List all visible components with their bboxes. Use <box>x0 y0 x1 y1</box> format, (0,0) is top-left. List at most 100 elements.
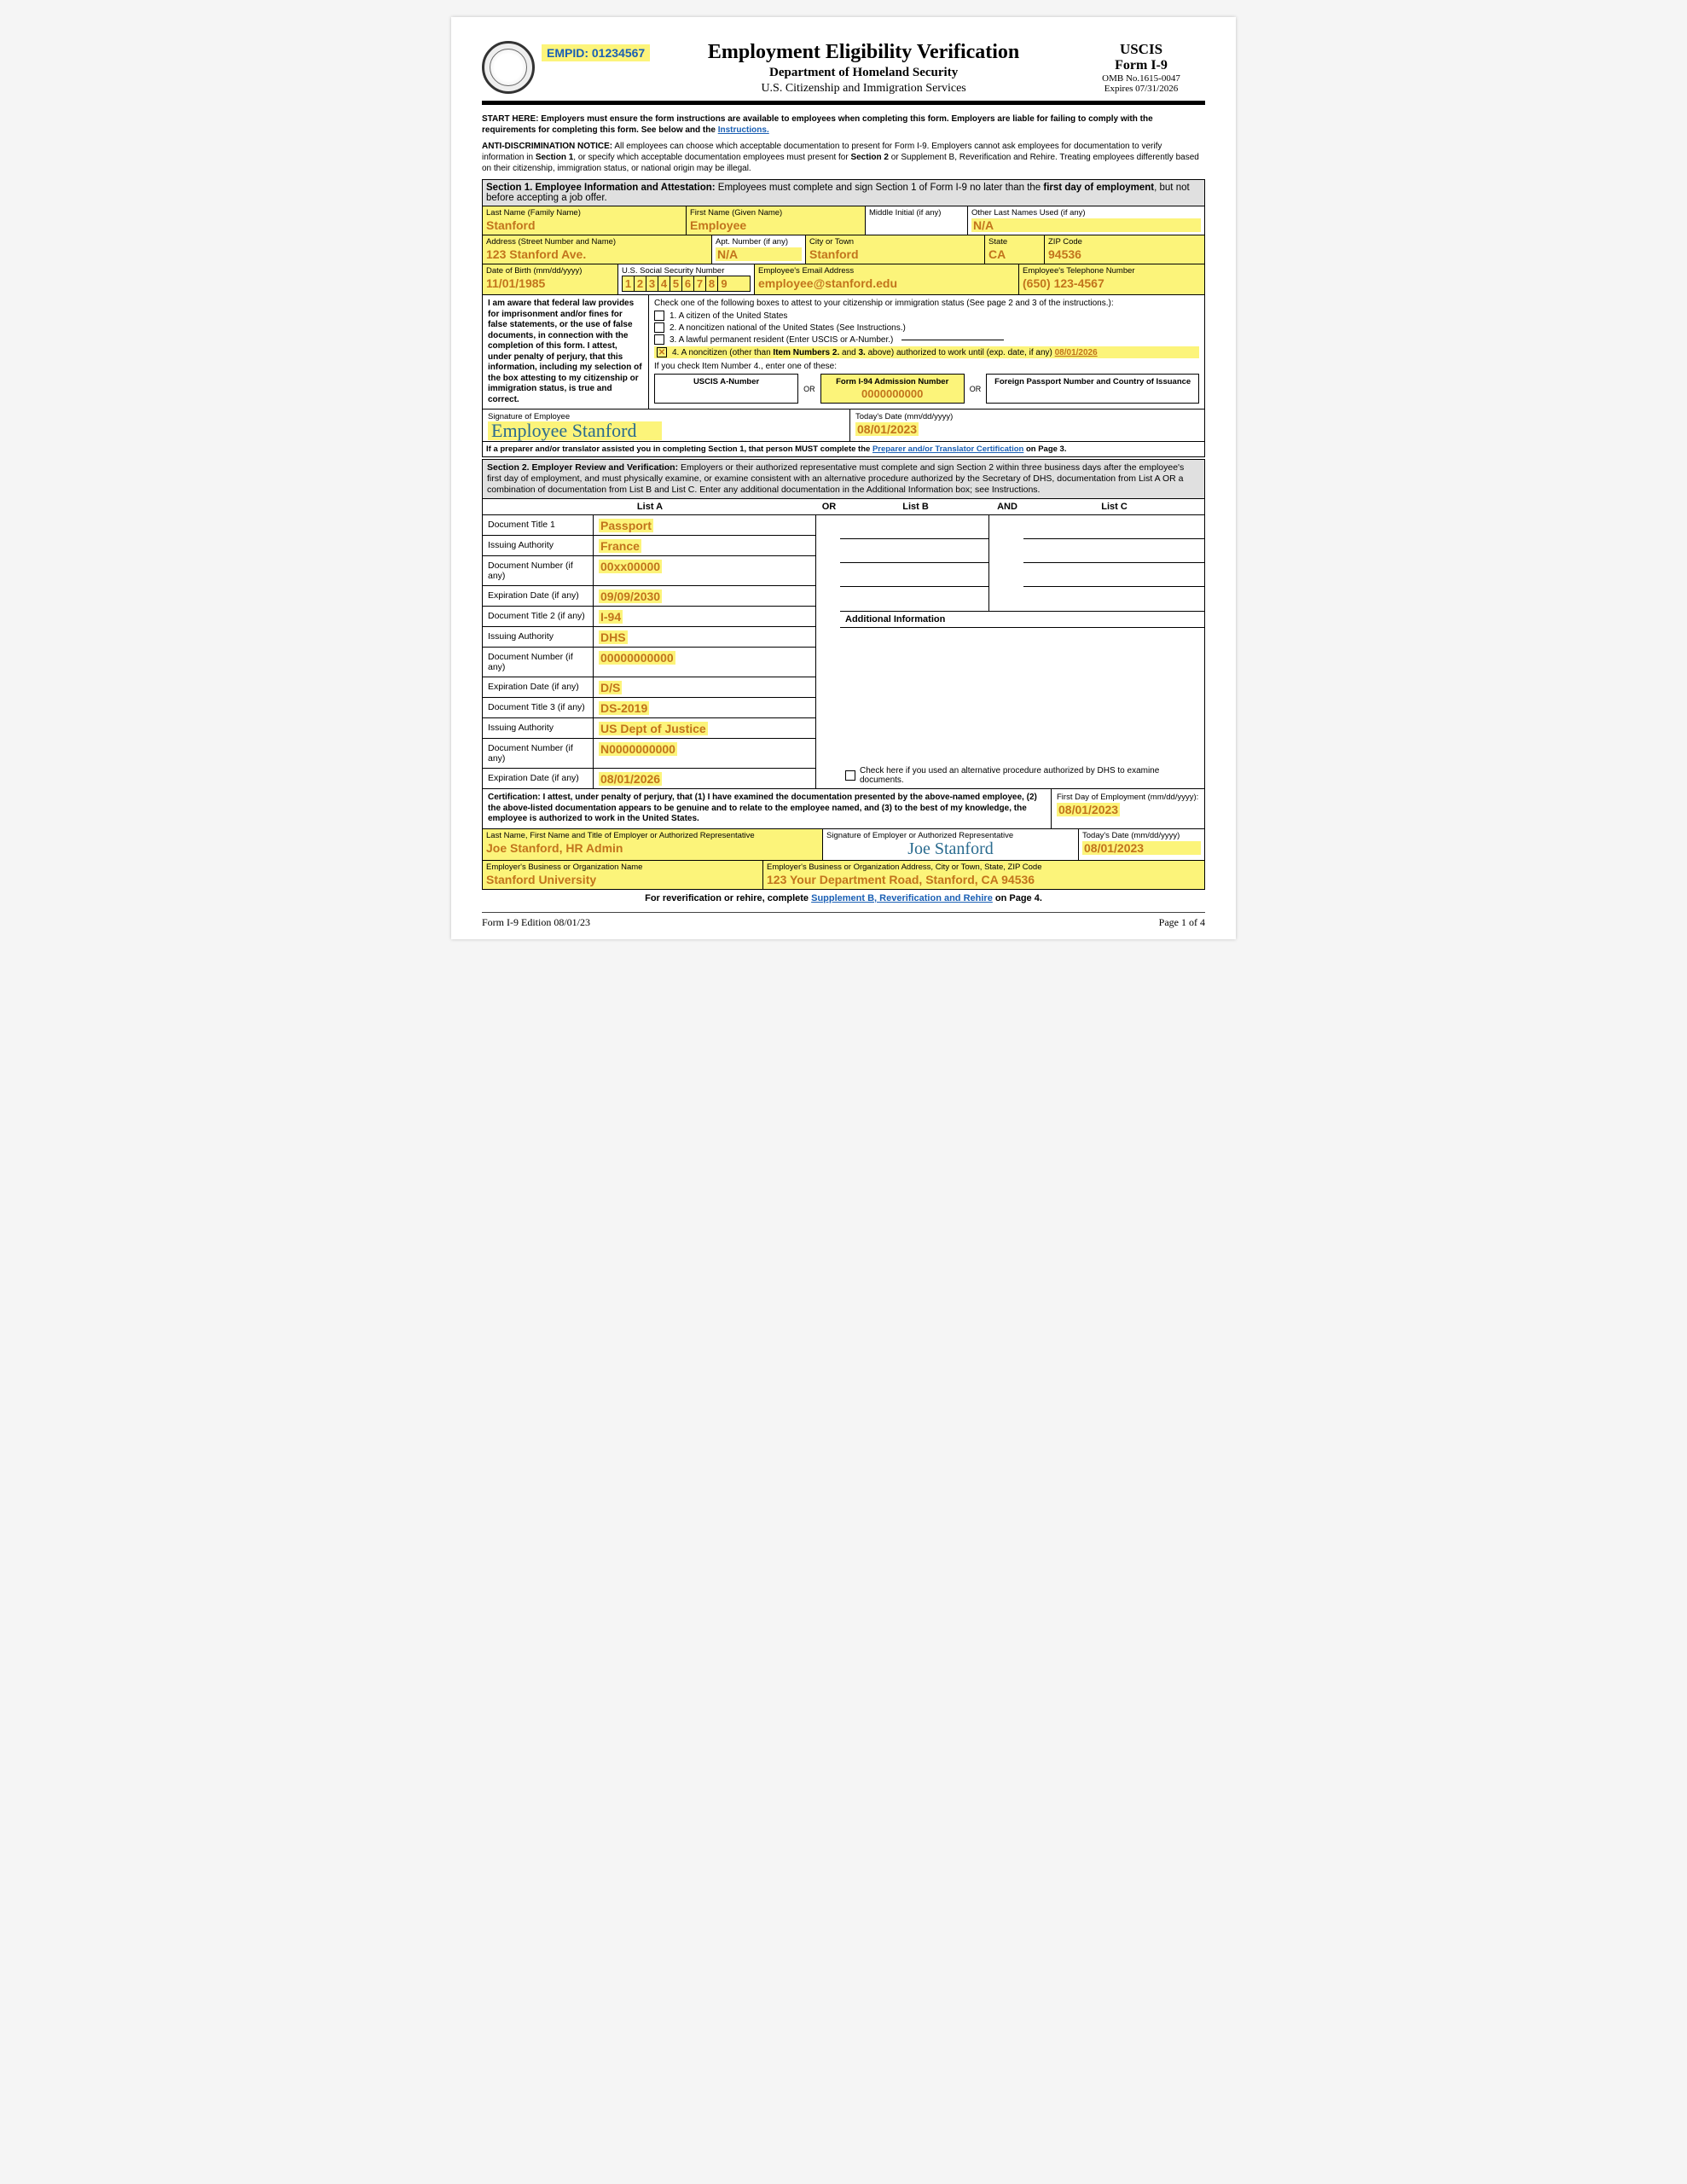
header-rule <box>482 101 1205 105</box>
doc-row: Expiration Date (if any)08/01/2026 <box>482 769 816 789</box>
doc-row-label: Document Title 2 (if any) <box>483 607 594 626</box>
doc-row: Document Title 1Passport <box>482 515 816 536</box>
doc-row: Document Title 2 (if any)I-94 <box>482 607 816 627</box>
first-day-value[interactable]: 08/01/2023 <box>1057 803 1120 816</box>
doc-row-value[interactable]: Passport <box>594 515 815 535</box>
dob-value[interactable]: 11/01/1985 <box>486 276 614 290</box>
uscis-line2: Form I-9 <box>1077 58 1205 73</box>
doc-row-value[interactable]: N0000000000 <box>594 739 815 768</box>
apt-label: Apt. Number (if any) <box>716 237 802 247</box>
first-day-label: First Day of Employment (mm/dd/yyyy): <box>1057 793 1198 802</box>
doc-row-value[interactable]: 08/01/2026 <box>594 769 815 788</box>
doc-row: Issuing AuthorityFrance <box>482 536 816 556</box>
addr-value[interactable]: 123 Stanford Ave. <box>486 247 708 261</box>
section2-heading: Section 2. Employer Review and Verificat… <box>482 459 1205 499</box>
doc-row-label: Document Title 3 (if any) <box>483 698 594 717</box>
emp-name-value[interactable]: Joe Stanford, HR Admin <box>486 841 819 855</box>
list-a-column: Document Title 1PassportIssuing Authorit… <box>482 515 816 789</box>
i94-field[interactable]: Form I-94 Admission Number0000000000 <box>820 374 965 404</box>
and-header: AND <box>990 499 1024 514</box>
phone-value[interactable]: (650) 123-4567 <box>1023 276 1201 290</box>
doc-row-label: Expiration Date (if any) <box>483 586 594 606</box>
org-value[interactable]: Stanford University <box>486 873 759 886</box>
city-label: City or Town <box>809 237 981 247</box>
checkbox-lpr[interactable] <box>654 334 664 345</box>
email-value[interactable]: employee@stanford.edu <box>758 276 1015 290</box>
state-label: State <box>988 237 1041 247</box>
or-text: OR <box>802 385 817 393</box>
first-name-label: First Name (Given Name) <box>690 208 861 218</box>
dob-row: Date of Birth (mm/dd/yyyy)11/01/1985 U.S… <box>482 264 1205 295</box>
footer-right: Page 1 of 4 <box>1159 916 1205 929</box>
opt1-text: 1. A citizen of the United States <box>670 311 787 321</box>
other-names-value[interactable]: N/A <box>971 218 1201 232</box>
doc-row-value[interactable]: 09/09/2030 <box>594 586 815 606</box>
doc-row-value[interactable]: 00xx00000 <box>594 556 815 585</box>
ssn-label: U.S. Social Security Number <box>622 266 751 276</box>
citizenship-options: Check one of the following boxes to atte… <box>649 295 1204 409</box>
preparer-note: If a preparer and/or translator assisted… <box>482 442 1205 457</box>
checkbox-citizen[interactable] <box>654 311 664 321</box>
sig-date-value[interactable]: 08/01/2023 <box>855 422 919 436</box>
org-addr-value[interactable]: 123 Your Department Road, Stanford, CA 9… <box>767 873 1201 886</box>
alt-procedure-checkbox[interactable] <box>845 770 855 781</box>
list-header-row: List A OR List B AND List C <box>482 499 1205 515</box>
form-dept: Department of Homeland Security <box>657 66 1070 80</box>
zip-value[interactable]: 94536 <box>1048 247 1201 261</box>
work-until-date[interactable]: 08/01/2026 <box>1055 348 1098 357</box>
email-label: Employee's Email Address <box>758 266 1015 276</box>
doc-row-value[interactable]: US Dept of Justice <box>594 718 815 738</box>
list-b-column <box>840 515 989 612</box>
intro-text: START HERE: Employers must ensure the fo… <box>482 113 1205 174</box>
last-name-value[interactable]: Stanford <box>486 218 682 232</box>
doc-row-value[interactable]: DHS <box>594 627 815 647</box>
ssn-boxes[interactable]: 123456789 <box>622 276 751 292</box>
other-names-label: Other Last Names Used (if any) <box>971 208 1201 218</box>
doc-row-value[interactable]: France <box>594 536 815 555</box>
list-c-header: List C <box>1024 499 1204 514</box>
employer-signature[interactable]: Joe Stanford <box>907 840 994 857</box>
instructions-link[interactable]: Instructions. <box>718 125 769 135</box>
employee-signature[interactable]: Employee Stanford <box>488 421 662 440</box>
supplement-b-link[interactable]: Supplement B, Reverification and Rehire <box>811 893 993 903</box>
uscis-anumber-field[interactable]: USCIS A-Number <box>654 374 798 404</box>
employer-org-row: Employer's Business or Organization Name… <box>482 861 1205 890</box>
state-value[interactable]: CA <box>988 247 1041 261</box>
dob-label: Date of Birth (mm/dd/yyyy) <box>486 266 614 276</box>
emp-date-label: Today's Date (mm/dd/yyyy) <box>1082 831 1201 840</box>
last-name-label: Last Name (Family Name) <box>486 208 682 218</box>
first-name-value[interactable]: Employee <box>690 218 861 232</box>
emp-date-value[interactable]: 08/01/2023 <box>1082 841 1201 855</box>
omb-number: OMB No.1615-0047 <box>1077 73 1205 84</box>
address-row: Address (Street Number and Name)123 Stan… <box>482 235 1205 264</box>
checkbox-national[interactable] <box>654 322 664 333</box>
foreign-passport-field[interactable]: Foreign Passport Number and Country of I… <box>986 374 1199 404</box>
employee-signature-row: Signature of Employee Employee Stanford … <box>482 410 1205 442</box>
doc-row-label: Document Number (if any) <box>483 648 594 677</box>
certification-row: Certification: I attest, under penalty o… <box>482 789 1205 829</box>
doc-row-label: Document Number (if any) <box>483 556 594 585</box>
opt2-text: 2. A noncitizen national of the United S… <box>670 323 906 333</box>
checkbox-noncitizen[interactable]: ✕ <box>657 347 667 357</box>
doc-row-label: Document Title 1 <box>483 515 594 535</box>
employer-name-row: Last Name, First Name and Title of Emplo… <box>482 829 1205 861</box>
doc-row-label: Document Number (if any) <box>483 739 594 768</box>
footer-left: Form I-9 Edition 08/01/23 <box>482 916 590 929</box>
doc-row-value[interactable]: I-94 <box>594 607 815 626</box>
anti-discrimination-label: ANTI-DISCRIMINATION NOTICE: <box>482 142 612 151</box>
doc-row-value[interactable]: DS-2019 <box>594 698 815 717</box>
preparer-link[interactable]: Preparer and/or Translator Certification <box>872 444 1023 454</box>
doc-row-value[interactable]: D/S <box>594 677 815 697</box>
s1-head-bold: Section 1. Employee Information and Atte… <box>486 183 718 193</box>
additional-info-box[interactable]: Check here if you used an alternative pr… <box>840 628 1205 789</box>
doc-row-value[interactable]: 00000000000 <box>594 648 815 677</box>
or-text2: OR <box>968 385 983 393</box>
alt-procedure-text: Check here if you used an alternative pr… <box>860 766 1199 785</box>
apt-value[interactable]: N/A <box>716 247 802 261</box>
opt4-text: 4. A noncitizen (other than Item Numbers… <box>672 348 1098 357</box>
mi-label: Middle Initial (if any) <box>869 208 964 218</box>
certification-text: Certification: I attest, under penalty o… <box>483 789 1051 828</box>
doc-row-label: Expiration Date (if any) <box>483 769 594 788</box>
doc-row: Issuing AuthorityDHS <box>482 627 816 648</box>
city-value[interactable]: Stanford <box>809 247 981 261</box>
